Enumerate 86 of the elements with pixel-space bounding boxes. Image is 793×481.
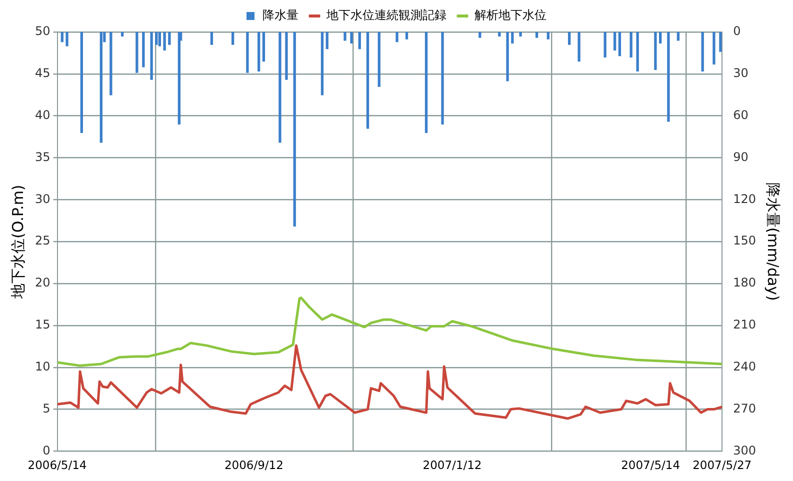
y-tick-label: 35 [34, 150, 50, 164]
bar [258, 32, 260, 72]
bar [178, 32, 181, 125]
bar [396, 32, 398, 42]
y2-tick-label: 90 [733, 150, 748, 164]
bar [344, 32, 346, 41]
bar [578, 32, 580, 62]
bar [378, 32, 380, 87]
y2-tick-label: 180 [733, 276, 756, 290]
bar [358, 32, 361, 50]
y-tick-label: 30 [34, 192, 50, 206]
bar [246, 32, 249, 73]
x-tick-label: 2006/5/14 [28, 458, 87, 472]
y-tick-label: 45 [34, 66, 50, 80]
bar [568, 32, 571, 45]
x-tick-label: 2007/1/12 [422, 458, 482, 472]
y2-axis-title: 降水量(mm/day) [764, 182, 782, 301]
y-axis-title: 地下水位(O.P.m) [8, 184, 27, 300]
y2-tick-label: 0 [733, 24, 741, 38]
bar [285, 32, 288, 80]
bar [701, 32, 704, 72]
y2-tick-label: 60 [733, 108, 748, 122]
bar [654, 32, 657, 70]
y-tick-label: 20 [34, 276, 50, 290]
bar [155, 32, 158, 45]
bar [630, 32, 632, 58]
bar [163, 32, 166, 50]
y2-tick-label: 210 [733, 318, 756, 332]
bar [424, 32, 428, 133]
bar [66, 32, 68, 46]
bar [613, 32, 616, 50]
y2-tick-label: 300 [733, 443, 756, 458]
bar [667, 32, 670, 122]
x-tick-label: 2007/5/27 [692, 458, 752, 472]
y2-tick-label: 30 [733, 66, 748, 80]
y-tick-label: 0 [42, 443, 50, 458]
bar [110, 32, 112, 96]
y-tick-label: 40 [34, 108, 50, 122]
bar [546, 32, 550, 40]
bar [210, 32, 214, 45]
bar [150, 32, 153, 80]
bar [158, 32, 162, 46]
bar [636, 32, 639, 72]
y2-tick-label: 120 [733, 192, 756, 206]
bar [506, 32, 509, 82]
bar [405, 32, 408, 40]
bar [278, 32, 282, 143]
y-tick-label: 25 [34, 234, 50, 248]
y2-tick-label: 150 [733, 234, 756, 248]
bar [535, 32, 538, 38]
legend-label: 地下水位連続観測記録 [326, 8, 446, 22]
x-tick-label: 2006/9/12 [224, 458, 284, 472]
bar [80, 32, 83, 133]
bar [350, 32, 353, 44]
bar [604, 32, 606, 58]
y2-tick-label: 240 [733, 359, 756, 374]
bar [231, 32, 234, 45]
bar [519, 32, 522, 37]
bar [142, 32, 145, 68]
bar [366, 32, 370, 129]
y-tick-label: 10 [34, 359, 50, 374]
bar [136, 32, 138, 73]
y-tick-label: 50 [34, 24, 50, 38]
bar [511, 32, 514, 44]
y2-tick-label: 270 [733, 401, 756, 416]
legend-label: 解析地下水位 [474, 8, 546, 22]
bar [618, 32, 622, 56]
bar [120, 32, 124, 37]
y-tick-label: 5 [42, 401, 50, 416]
bar [262, 32, 266, 62]
x-tick-label: 2007/5/14 [621, 458, 680, 472]
bar [100, 32, 102, 143]
bar [498, 32, 501, 37]
bar [441, 32, 444, 125]
bar [719, 32, 722, 52]
y-tick-label: 15 [34, 318, 50, 332]
bar [658, 32, 662, 44]
bar [168, 32, 171, 45]
bar [60, 32, 64, 42]
bar [478, 32, 482, 38]
bar [293, 32, 296, 227]
legend-label: 降水量 [262, 8, 298, 22]
bar [320, 32, 324, 96]
bar [326, 32, 328, 50]
bar [712, 32, 716, 64]
bar [676, 32, 680, 41]
